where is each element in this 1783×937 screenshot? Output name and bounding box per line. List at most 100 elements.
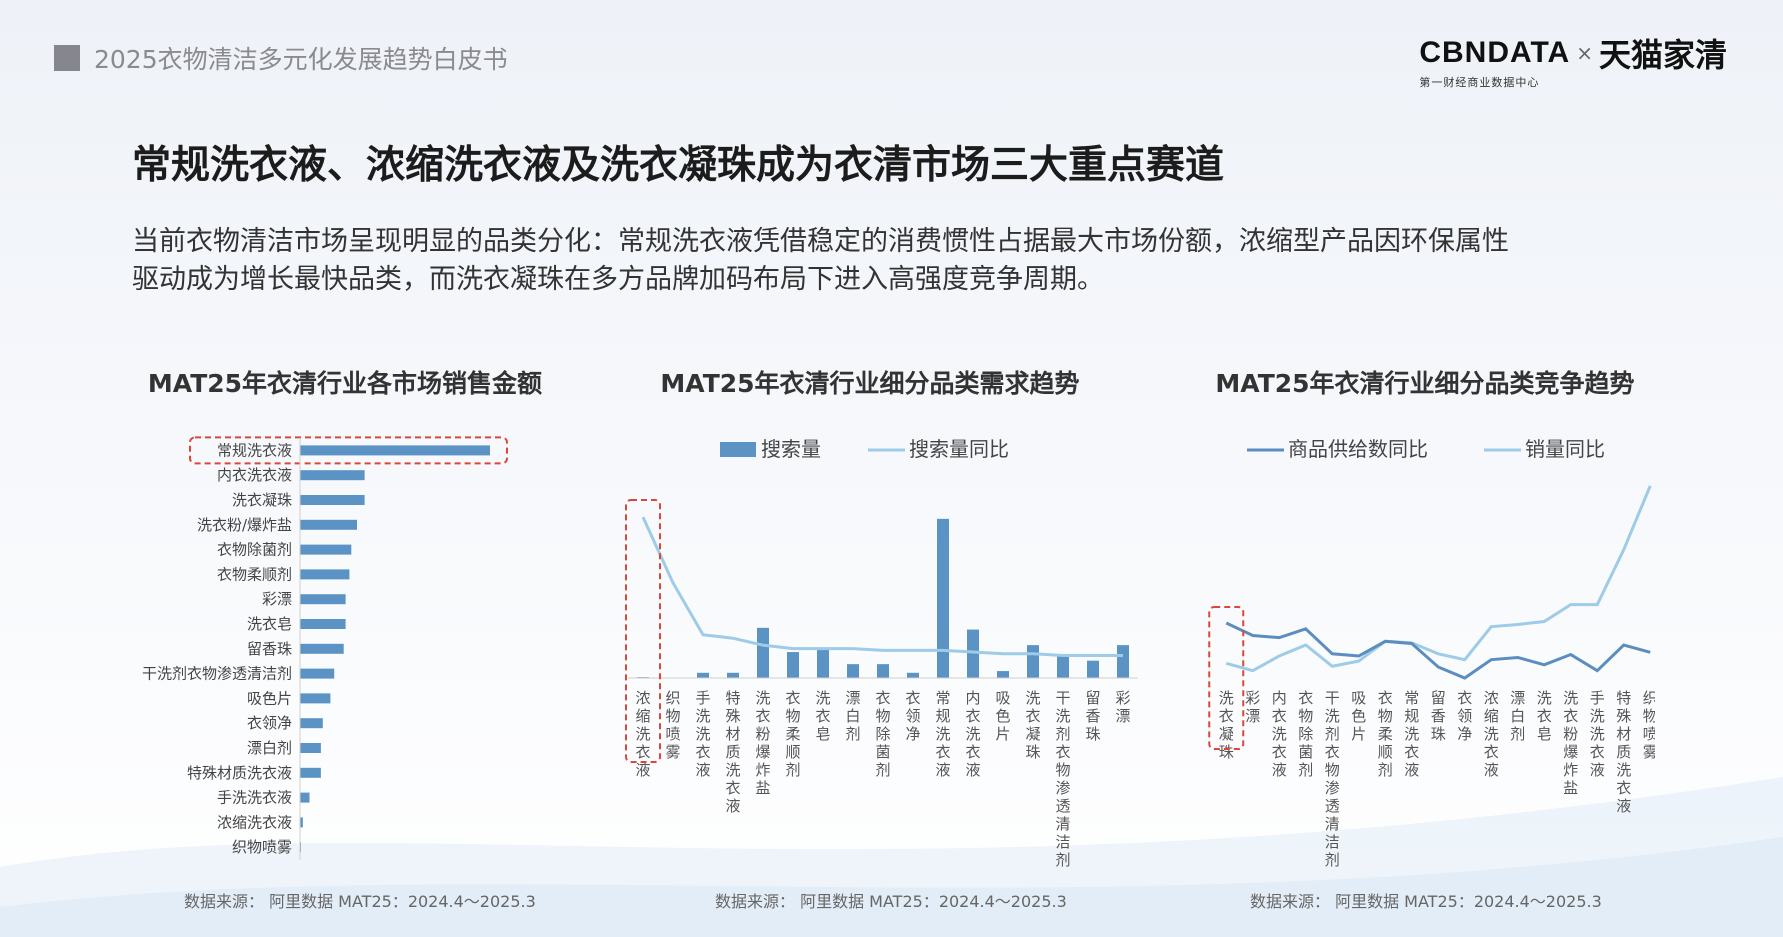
chart2-bar [967,629,979,678]
chart2-legend-bar-label: 搜索量 [761,437,821,461]
header: 2025衣物清洁多元化发展趋势白皮书 [54,40,508,76]
chart1-category-label: 常规洗衣液 [217,441,292,459]
chart2-category-label: 衣物除菌剂 [875,689,890,779]
chart3-sales-line [1225,485,1652,673]
chart1-bar [300,743,321,753]
chart2-bar [847,664,859,678]
description-line-2: 驱动成为增长最快品类，而洗衣凝珠在多方品牌加码布局下进入高强度竞争周期。 [132,264,1104,295]
chart3-category-label: 衣物除菌剂 [1298,689,1313,779]
chart1-bar [300,470,365,481]
chart3-category-label: 织物喷雾 [1643,689,1655,761]
chart1-highlight-box [189,436,508,465]
chart1-horizontal-bar: 常规洗衣液内衣洗衣液洗衣凝珠洗衣粉/爆炸盐衣物除菌剂衣物柔顺剂彩漂洗衣皂留香珠干… [142,436,508,860]
chart1-category-label: 干洗剂衣物渗透清洁剂 [142,665,292,683]
chart3-category-label: 特殊材质洗衣液 [1616,689,1631,815]
header-title: 2025衣物清洁多元化发展趋势白皮书 [94,45,508,74]
chart3-category-label: 手洗洗衣液 [1590,689,1605,779]
chart2-category-label: 洗衣凝珠 [1025,689,1040,761]
chart1-bar [300,693,331,704]
chart2-bar-line: 搜索量 搜索量同比浓缩洗衣液织物喷雾手洗洗衣液特殊材质洗衣液洗衣粉爆炸盐衣物柔顺剂… [625,437,1138,869]
chart2-category-label: 特殊材质洗衣液 [725,689,740,815]
chart2-category-label: 洗衣皂 [815,689,830,743]
chart3-highlight-box [1208,606,1245,750]
chart2-category-label: 内衣洗衣液 [965,689,980,779]
chart3-category-label: 浓缩洗衣液 [1484,689,1499,779]
chart2-bar [817,648,829,678]
chart1-bar [300,668,335,679]
chart2-category-label: 织物喷雾 [665,689,680,761]
page-title: 常规洗衣液、浓缩洗衣液及洗衣凝珠成为衣清市场三大重点赛道 [132,143,1225,188]
chart1-category-label: 留香珠 [247,640,292,658]
chart2-bar [757,627,769,678]
chart3-category-label: 衣物柔顺剂 [1378,689,1393,779]
chart1-category-label: 漂白剂 [247,739,292,757]
chart2-category-label: 洗衣粉爆炸盐 [755,689,770,797]
description-line-1: 当前衣物清洁市场呈现明显的品类分化：常规洗衣液凭借稳定的消费惯性占据最大市场份额… [132,226,1509,257]
chart1-category-label: 洗衣皂 [247,615,292,633]
chart2-category-label: 吸色片 [995,689,1010,743]
chart2-source: 数据来源： 阿里数据 MAT25：2024.4～2025.3 [715,892,1067,911]
logo-tmall: 天猫家清 [1598,36,1727,74]
chart1-category-label: 吸色片 [247,689,292,707]
chart3-supply-line [1225,621,1651,680]
chart3-category-label: 常规洗衣液 [1404,689,1419,779]
chart2-bar [727,672,739,678]
description: 当前衣物清洁市场呈现明显的品类分化：常规洗衣液凭借稳定的消费惯性占据最大市场份额… [132,223,1672,299]
chart1-category-label: 织物喷雾 [232,838,292,856]
chart2-bar [997,671,1009,678]
chart2-category-label: 漂白剂 [845,689,860,743]
chart1-bar [300,718,323,729]
chart3-category-label: 留香珠 [1431,689,1446,743]
chart1-bar [300,792,310,803]
logo-separator: × [1576,41,1593,65]
chart3-line: 商品供给数同比 销量同比洗衣凝珠彩漂内衣洗衣液衣物除菌剂干洗剂衣物渗透清洁剂吸色片… [1208,437,1655,869]
chart2-title: MAT25年衣清行业细分品类需求趋势 [660,369,1080,398]
chart1-category-label: 特殊材质洗衣液 [187,764,292,782]
chart1-category-label: 衣领净 [247,714,292,732]
chart2-bar [1087,660,1099,678]
chart1-category-label: 浓缩洗衣液 [217,813,292,831]
chart2-line-series [641,516,1123,658]
chart2-highlight-box [625,499,661,763]
chart1-category-label: 洗衣粉/爆炸盐 [197,516,292,534]
chart1-category-label: 洗衣凝珠 [232,491,292,509]
chart1-title: MAT25年衣清行业各市场销售金额 [147,369,543,398]
chart1-category-label: 彩漂 [262,590,292,608]
chart1-bar [300,495,365,505]
chart2-category-label: 彩漂 [1115,689,1130,725]
chart3-legend-sales-label: 销量同比 [1525,437,1605,461]
chart3-source: 数据来源： 阿里数据 MAT25：2024.4～2025.3 [1250,892,1602,911]
chart3-category-label: 内衣洗衣液 [1272,689,1287,779]
chart3-category-label: 吸色片 [1351,689,1366,743]
chart1-bar [300,619,346,629]
chart1-category-label: 手洗洗衣液 [217,789,292,807]
chart1-bar [300,817,303,828]
chart2-bar [877,664,889,678]
chart1-bar [300,594,346,605]
chart1-bar [300,519,357,530]
chart2-category-label: 手洗洗衣液 [695,689,710,779]
chart3-legend-supply-label: 商品供给数同比 [1288,437,1428,461]
chart3-title: MAT25年衣清行业细分品类竞争趋势 [1215,369,1635,398]
chart3-category-label: 衣领净 [1457,689,1472,743]
chart1-category-label: 衣物柔顺剂 [217,565,292,583]
chart2-category-label: 衣领净 [905,689,920,743]
chart1-source: 数据来源： 阿里数据 MAT25：2024.4～2025.3 [184,892,536,911]
chart2-bar [697,672,709,678]
chart2-bar [787,652,799,678]
chart1-bar [300,445,490,456]
logo-subtitle: 第一财经商业数据中心 [1419,76,1540,89]
chart2-bar [1027,645,1039,678]
chart3-category-label: 彩漂 [1245,689,1260,725]
chart3-category-label: 洗衣凝珠 [1219,689,1234,761]
logo: CBNDATA × 天猫家清 第一财经商业数据中心 [1419,30,1727,90]
chart2-category-label: 干洗剂衣物渗透清洁剂 [1055,689,1070,869]
chart3-category-label: 洗衣皂 [1537,689,1552,743]
chart3-category-label: 洗衣粉爆炸盐 [1563,689,1578,797]
chart2-category-label: 留香珠 [1085,689,1100,743]
chart1-bar [300,544,352,555]
chart2-bar [907,672,919,678]
chart2-bar [937,518,949,678]
chart2-bar [1057,655,1069,678]
chart2-category-label: 常规洗衣液 [935,689,950,779]
